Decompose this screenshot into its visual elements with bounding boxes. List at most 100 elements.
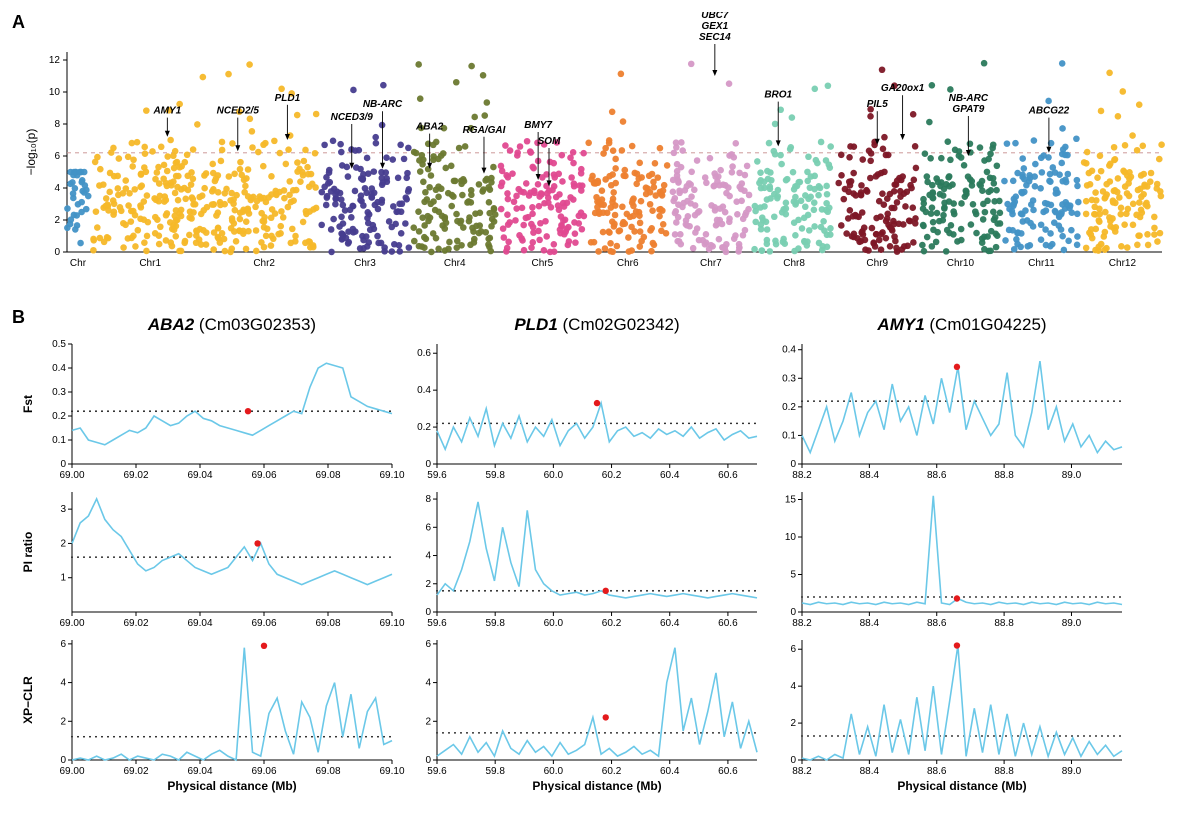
svg-text:88.4: 88.4 [860, 470, 880, 481]
svg-text:0.4: 0.4 [417, 385, 431, 396]
svg-text:59.6: 59.6 [427, 470, 447, 481]
svg-text:60.6: 60.6 [718, 766, 738, 777]
svg-text:15: 15 [785, 495, 797, 506]
svg-text:ABA2 (Cm03G02353): ABA2 (Cm03G02353) [147, 315, 316, 334]
svg-text:0.3: 0.3 [782, 373, 796, 384]
svg-text:SOM: SOM [538, 136, 561, 147]
svg-text:Chr7: Chr7 [700, 258, 722, 269]
svg-text:88.8: 88.8 [994, 618, 1014, 629]
svg-text:2: 2 [425, 716, 431, 727]
svg-text:60.0: 60.0 [544, 766, 564, 777]
svg-text:0: 0 [60, 755, 66, 766]
svg-text:0.1: 0.1 [52, 435, 66, 446]
svg-text:2: 2 [790, 718, 796, 729]
svg-text:BRO1: BRO1 [764, 90, 792, 101]
svg-text:GA20ox1: GA20ox1 [881, 83, 925, 94]
svg-text:60.0: 60.0 [544, 618, 564, 629]
panel-a: A 024681012−log₁₀(p)ChrChr1Chr2Chr3Chr4C… [12, 12, 1172, 302]
svg-text:69.00: 69.00 [59, 766, 84, 777]
svg-text:0: 0 [790, 459, 796, 470]
svg-text:8: 8 [54, 119, 60, 130]
svg-text:UBC7: UBC7 [701, 12, 729, 21]
panel-b: B ABA2 (Cm03G02353)00.10.20.30.40.569.00… [12, 312, 1172, 822]
svg-text:60.2: 60.2 [602, 766, 622, 777]
svg-text:4: 4 [60, 678, 66, 689]
svg-text:60.6: 60.6 [718, 618, 738, 629]
svg-text:2: 2 [425, 579, 431, 590]
svg-text:8: 8 [425, 494, 431, 505]
svg-text:59.8: 59.8 [485, 766, 505, 777]
svg-text:AMY1: AMY1 [152, 106, 181, 117]
svg-text:0.5: 0.5 [52, 339, 66, 350]
svg-text:69.10: 69.10 [379, 766, 404, 777]
svg-text:Chr10: Chr10 [947, 258, 975, 269]
svg-text:60.4: 60.4 [660, 470, 680, 481]
svg-text:59.6: 59.6 [427, 766, 447, 777]
svg-text:RGA/GAI: RGA/GAI [463, 125, 506, 136]
svg-text:NCED3/9: NCED3/9 [331, 112, 374, 123]
svg-text:10: 10 [785, 532, 797, 543]
svg-text:6: 6 [60, 639, 66, 650]
svg-text:69.06: 69.06 [251, 618, 276, 629]
svg-text:69.10: 69.10 [379, 618, 404, 629]
svg-text:NB-ARC: NB-ARC [949, 93, 989, 104]
svg-text:60.2: 60.2 [602, 470, 622, 481]
svg-text:Chr12: Chr12 [1109, 258, 1137, 269]
svg-text:4: 4 [425, 551, 431, 562]
svg-text:88.2: 88.2 [792, 470, 812, 481]
svg-text:69.10: 69.10 [379, 470, 404, 481]
svg-text:3: 3 [60, 504, 66, 515]
svg-text:0.2: 0.2 [52, 411, 66, 422]
svg-text:88.2: 88.2 [792, 766, 812, 777]
svg-text:6: 6 [425, 522, 431, 533]
svg-text:89.0: 89.0 [1062, 766, 1082, 777]
svg-text:2: 2 [54, 215, 60, 226]
svg-text:89.0: 89.0 [1062, 618, 1082, 629]
svg-text:69.06: 69.06 [251, 766, 276, 777]
svg-text:69.02: 69.02 [123, 618, 148, 629]
svg-text:88.4: 88.4 [860, 618, 880, 629]
svg-text:0: 0 [60, 459, 66, 470]
svg-text:6: 6 [790, 644, 796, 655]
svg-text:59.6: 59.6 [427, 618, 447, 629]
svg-text:0.2: 0.2 [417, 422, 431, 433]
svg-text:88.2: 88.2 [792, 618, 812, 629]
svg-text:GPAT9: GPAT9 [952, 104, 984, 115]
svg-text:0.1: 0.1 [782, 430, 796, 441]
figure-root: A 024681012−log₁₀(p)ChrChr1Chr2Chr3Chr4C… [12, 12, 1172, 822]
svg-text:2: 2 [60, 538, 66, 549]
svg-text:PIL5: PIL5 [867, 99, 889, 110]
svg-text:4: 4 [425, 678, 431, 689]
svg-text:69.04: 69.04 [187, 618, 212, 629]
svg-text:4: 4 [790, 681, 796, 692]
svg-text:Chr8: Chr8 [783, 258, 805, 269]
selection-sweep-plots: ABA2 (Cm03G02353) 0 0.1 0.2 0.3 0.4 0.5 69.00 69… [12, 312, 1172, 822]
svg-text:6: 6 [425, 639, 431, 650]
svg-text:0: 0 [425, 607, 431, 618]
svg-text:0: 0 [425, 755, 431, 766]
svg-text:BMY7: BMY7 [524, 120, 552, 131]
svg-text:0.2: 0.2 [782, 402, 796, 413]
svg-text:69.08: 69.08 [315, 470, 340, 481]
svg-text:69.04: 69.04 [187, 766, 212, 777]
svg-text:0.4: 0.4 [52, 363, 66, 374]
svg-text:0.4: 0.4 [782, 345, 796, 356]
svg-text:Chr6: Chr6 [617, 258, 639, 269]
svg-text:0.3: 0.3 [52, 387, 66, 398]
svg-text:88.6: 88.6 [927, 766, 947, 777]
svg-text:Chr3: Chr3 [354, 258, 376, 269]
svg-text:60.4: 60.4 [660, 766, 680, 777]
svg-text:Physical distance (Mb): Physical distance (Mb) [897, 779, 1026, 793]
svg-text:88.4: 88.4 [860, 766, 880, 777]
svg-text:SEC14: SEC14 [699, 32, 731, 43]
svg-text:59.8: 59.8 [485, 618, 505, 629]
svg-text:69.06: 69.06 [251, 470, 276, 481]
svg-text:69.02: 69.02 [123, 470, 148, 481]
svg-text:60.4: 60.4 [660, 618, 680, 629]
svg-text:Chr: Chr [70, 258, 87, 269]
svg-text:PLD1: PLD1 [275, 93, 301, 104]
svg-text:88.6: 88.6 [927, 470, 947, 481]
svg-text:Chr11: Chr11 [1028, 258, 1055, 269]
svg-text:60.6: 60.6 [718, 470, 738, 481]
svg-text:Chr9: Chr9 [866, 258, 888, 269]
